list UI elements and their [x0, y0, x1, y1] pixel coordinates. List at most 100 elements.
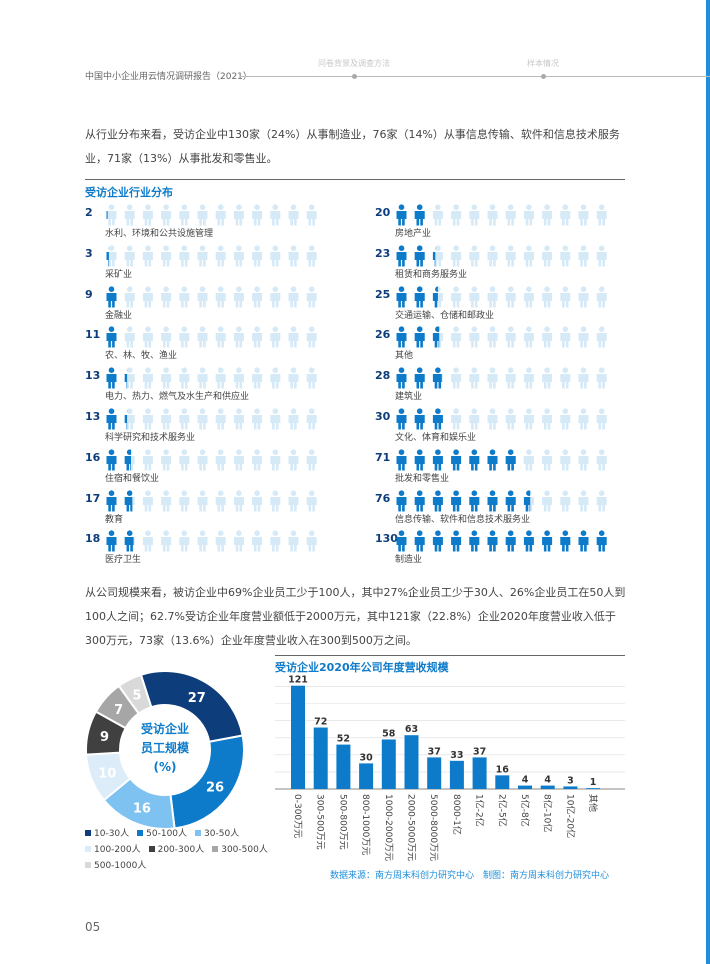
industry-count: 3	[85, 246, 93, 260]
person-icon	[215, 530, 226, 552]
person-icon	[270, 204, 281, 226]
industry-row: 18 医疗卫生	[85, 530, 335, 570]
person-icon	[432, 326, 440, 348]
person-icon	[142, 204, 153, 226]
person-icon	[487, 245, 498, 267]
person-icon	[523, 204, 534, 226]
person-icon	[252, 285, 263, 308]
person-icon	[451, 408, 462, 430]
person-icon	[306, 489, 317, 512]
person-icon	[215, 285, 226, 308]
person-icon	[578, 285, 589, 308]
person-icon	[414, 449, 425, 471]
person-icon	[596, 367, 607, 389]
bar-category-label: 2000-5000万元	[406, 794, 416, 861]
industry-icons	[106, 326, 317, 348]
person-icon	[396, 367, 407, 389]
nav-item-sample[interactable]: 样本情况	[527, 59, 559, 68]
person-icon	[451, 204, 462, 226]
legend-swatch	[212, 845, 219, 852]
bar-value-label: 121	[288, 675, 308, 686]
person-icon	[106, 245, 117, 267]
industry-row: 28 建筑业	[375, 367, 625, 407]
person-icon	[578, 204, 589, 226]
legend-swatch	[85, 829, 91, 836]
bar-category-label: 300-500万元	[315, 794, 325, 850]
person-icon	[124, 449, 132, 471]
industry-label: 医疗卫生	[105, 555, 142, 566]
person-icon	[270, 326, 281, 348]
person-icon	[523, 449, 534, 471]
person-icon	[161, 408, 172, 430]
industry-row: 13 电力、热力、燃气及水生产和供应业	[85, 367, 335, 407]
person-icon	[560, 204, 571, 226]
person-icon	[179, 326, 190, 348]
person-icon	[106, 367, 117, 389]
industry-row: 30 文化、体育和娱乐业	[375, 408, 625, 448]
industry-count: 26	[375, 328, 391, 342]
revenue-bar	[381, 739, 396, 789]
person-icon	[578, 326, 589, 348]
person-icon	[288, 530, 299, 552]
industry-count: 23	[375, 246, 391, 260]
revenue-bar-chart: 121 72 52 30 58 63 37 33 37 16 4 4 3 1 0-300万元 300-500…	[275, 675, 625, 861]
industry-label: 电力、热力、燃气及水生产和供应业	[105, 392, 250, 403]
bar-value-label: 4	[522, 775, 529, 786]
person-icon	[596, 204, 607, 226]
person-icon	[487, 408, 498, 430]
industry-row: 2 水利、环境和公共设施管理	[85, 204, 335, 244]
person-icon	[197, 245, 208, 267]
person-icon	[288, 408, 299, 430]
industry-label: 房地产业	[395, 229, 432, 239]
person-icon	[505, 326, 516, 348]
industry-label: 金融业	[105, 310, 133, 321]
industry-icons	[396, 285, 607, 308]
bar-value-label: 4	[544, 775, 551, 786]
pictograph-title: 受访企业行业分布	[85, 186, 173, 199]
bar-category-label: 0-300万元	[292, 794, 302, 838]
industry-icons	[396, 326, 607, 348]
person-icon	[560, 367, 571, 389]
nav-dot-survey-method[interactable]	[352, 74, 357, 79]
bar-value-label: 52	[337, 734, 350, 745]
industry-row: 23 租赁和商务服务业	[375, 245, 625, 285]
person-icon	[414, 285, 425, 308]
person-icon	[560, 408, 571, 430]
industry-icons	[106, 449, 317, 471]
person-icon	[161, 326, 172, 348]
industry-row: 17 教育	[85, 489, 335, 530]
nav-dot-sample[interactable]	[541, 74, 546, 79]
nav-item-survey-method[interactable]: 问卷背景及调查方法	[318, 59, 390, 68]
person-icon	[124, 285, 135, 308]
person-icon	[106, 211, 108, 219]
industry-count: 71	[375, 450, 391, 464]
industry-label: 水利、环境和公共设施管理	[105, 229, 214, 239]
bar-value-label: 16	[496, 764, 510, 775]
section-divider	[85, 179, 625, 180]
person-icon	[542, 449, 553, 471]
revenue-bar	[313, 727, 328, 789]
person-icon	[451, 245, 462, 267]
person-icon	[396, 530, 407, 552]
person-icon	[414, 245, 425, 267]
legend-item: 10-30人	[85, 826, 129, 839]
industry-label: 其他	[395, 351, 414, 362]
person-icon	[142, 245, 153, 267]
person-icon	[414, 326, 425, 348]
person-icon	[560, 530, 571, 552]
person-icon	[124, 326, 135, 348]
person-icon	[197, 489, 208, 512]
employee-size-donut: 27 26 16 10 975 受访企业 员工规模 (%)	[85, 670, 245, 830]
person-icon	[432, 367, 442, 389]
donut-slice-label: 27	[188, 691, 206, 706]
bar-category-label: 10亿-20亿	[564, 794, 576, 838]
legend-label: 30-50人	[204, 829, 240, 839]
person-icon	[270, 449, 281, 471]
person-icon	[578, 449, 589, 471]
person-icon	[179, 245, 190, 267]
person-icon	[523, 489, 531, 512]
person-icon	[432, 530, 443, 552]
report-title: 中国中小企业用云情况调研报告（2021）	[85, 72, 252, 82]
donut-center-line-3: (%)	[154, 760, 177, 774]
industry-icons	[396, 245, 607, 267]
